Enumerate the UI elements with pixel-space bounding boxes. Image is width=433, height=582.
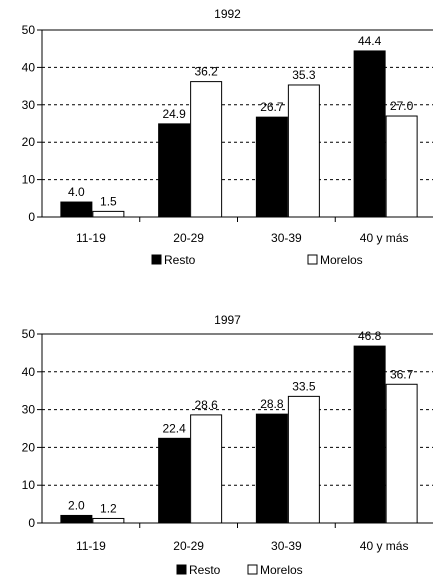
bar-morelos-30-39 — [287, 395, 320, 524]
bar-morelos-20-29 — [190, 414, 223, 524]
bar-morelos-11-19 — [92, 517, 125, 524]
y-tick-label: 10 — [22, 478, 36, 492]
bar-resto-11-19 — [60, 514, 93, 524]
data-label: 28.6 — [194, 398, 218, 412]
data-label: 36.2 — [194, 65, 218, 79]
y-tick-label: 10 — [22, 173, 36, 187]
x-tick-label: 40 y más — [360, 539, 409, 553]
data-label: 22.4 — [162, 421, 186, 435]
data-label: 1.2 — [100, 501, 117, 515]
bar-morelos-40 y más — [385, 383, 418, 524]
data-label: 36.7 — [390, 367, 414, 381]
y-tick-label: 30 — [22, 98, 36, 112]
legend-swatch-morelos — [307, 254, 318, 265]
y-tick-label: 40 — [22, 365, 36, 379]
bar-morelos-40 y más — [385, 115, 418, 218]
y-tick-label: 20 — [22, 135, 36, 149]
x-tick-label: 40 y más — [360, 231, 409, 245]
data-label: 26.7 — [260, 100, 284, 114]
data-label: 44.4 — [358, 34, 382, 48]
x-tick-label: 20-29 — [173, 539, 204, 553]
legend-label-resto: Resto — [189, 563, 221, 577]
bar-resto-20-29 — [158, 437, 191, 524]
data-label: 33.5 — [292, 379, 316, 393]
legend-swatch-resto — [176, 564, 187, 575]
bar-morelos-11-19 — [92, 210, 125, 218]
data-label: 24.9 — [162, 107, 186, 121]
y-tick-label: 40 — [22, 60, 36, 74]
data-label: 27.0 — [390, 99, 414, 113]
legend-label-morelos: Morelos — [260, 563, 303, 577]
data-label: 35.3 — [292, 68, 316, 82]
bar-morelos-30-39 — [287, 84, 320, 218]
legend-swatch-resto — [151, 254, 162, 265]
bar-resto-30-39 — [255, 413, 288, 524]
chart-1992: 1992 0 10 20 30 40 50 11-19 20-29 30-39 40 y más 4.… — [22, 7, 433, 267]
legend-swatch-morelos — [247, 564, 258, 575]
x-tick-label: 30-39 — [271, 539, 302, 553]
data-label: 4.0 — [68, 185, 85, 199]
data-label: 1.5 — [100, 194, 117, 208]
chart-1997: 1997 0 10 20 30 40 50 11-19 20-29 30-39 40 y más 2.… — [22, 313, 433, 577]
y-tick-label: 50 — [22, 23, 36, 37]
bar-resto-20-29 — [158, 123, 191, 218]
x-tick-label: 11-19 — [76, 539, 106, 553]
bar-resto-40 y más — [353, 345, 386, 524]
bar-resto-30-39 — [255, 116, 288, 218]
data-label: 28.8 — [260, 397, 284, 411]
data-label: 46.8 — [358, 329, 382, 343]
y-tick-label: 50 — [22, 327, 36, 341]
x-tick-label: 30-39 — [271, 231, 302, 245]
x-tick-label: 20-29 — [173, 231, 204, 245]
x-tick-label: 11-19 — [76, 231, 106, 245]
y-tick-label: 30 — [22, 403, 36, 417]
y-tick-label: 20 — [22, 440, 36, 454]
chart-title: 1992 — [214, 7, 241, 21]
bar-morelos-20-29 — [190, 81, 223, 218]
chart-title: 1997 — [214, 313, 241, 327]
data-label: 2.0 — [68, 498, 85, 512]
bar-resto-40 y más — [353, 50, 386, 218]
legend-label-morelos: Morelos — [320, 253, 363, 267]
legend-label-resto: Resto — [164, 253, 196, 267]
y-tick-label: 0 — [28, 210, 35, 224]
y-tick-label: 0 — [28, 516, 35, 530]
bar-resto-11-19 — [60, 201, 93, 218]
